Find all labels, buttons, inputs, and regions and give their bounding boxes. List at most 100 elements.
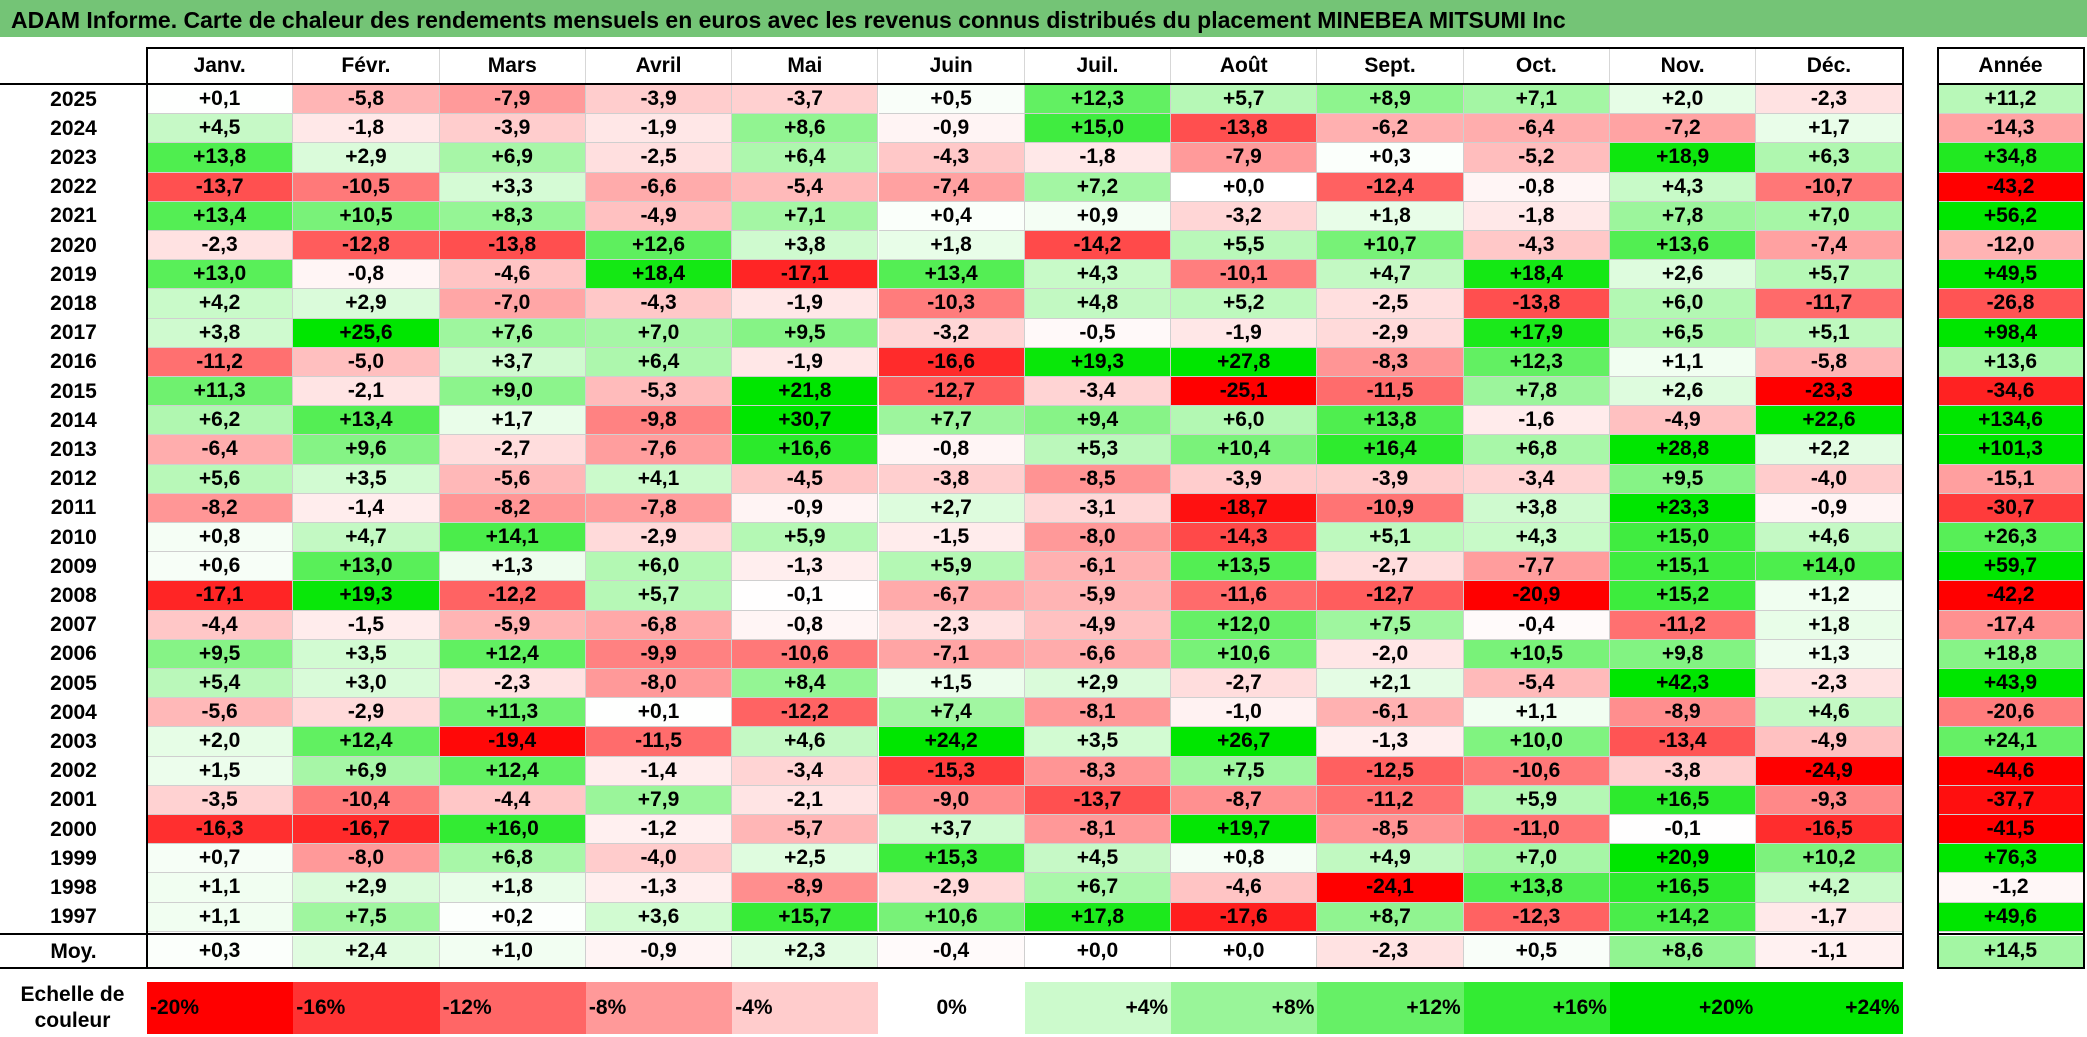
- row-year-label: 2003: [50, 729, 97, 753]
- heatmap-cell: -4,4: [439, 785, 586, 815]
- heatmap-cell: +2,0: [147, 727, 294, 757]
- heatmap-cell: +4,9: [1317, 844, 1464, 874]
- heatmap-cell: +18,4: [585, 260, 733, 290]
- annual-cell: -30,7: [1938, 493, 2084, 523]
- heatmap-cell: +10,6: [1171, 639, 1318, 669]
- heatmap-cell: +21,8: [732, 377, 879, 407]
- heatmap-cell: -8,5: [1024, 464, 1172, 494]
- heatmap-cell: +0,6: [147, 552, 294, 582]
- heatmap-cell: +7,1: [732, 201, 879, 231]
- heatmap-cell: -2,7: [1171, 669, 1318, 699]
- heatmap-cell: +4,3: [1610, 172, 1757, 202]
- heatmap-cell: -2,3: [1756, 669, 1903, 699]
- heatmap-cell: -3,4: [1463, 464, 1610, 494]
- heatmap-cell: +2,5: [732, 844, 879, 874]
- column-header: Oct.: [1463, 48, 1610, 84]
- heatmap-cell: -7,4: [878, 172, 1025, 202]
- heatmap-cell: +10,5: [1463, 639, 1610, 669]
- heatmap-cell: -8,7: [1171, 785, 1318, 815]
- heatmap-cell: +1,5: [147, 756, 294, 786]
- heatmap-cell: +13,0: [293, 552, 440, 582]
- heatmap-cell: -10,9: [1317, 493, 1464, 523]
- annual-cell: +49,5: [1938, 260, 2084, 290]
- heatmap-cell: -16,7: [293, 815, 440, 845]
- row-year-label: 2018: [50, 291, 97, 315]
- heatmap-cell: -14,3: [1171, 523, 1318, 553]
- heatmap-cell: +0,1: [585, 698, 733, 728]
- heatmap-cell: -12,5: [1317, 756, 1464, 786]
- heatmap-cell: -4,3: [878, 143, 1025, 173]
- average-cell: +2,4: [293, 935, 440, 968]
- heatmap-cell: +6,9: [293, 756, 440, 786]
- heatmap-cell: +15,7: [732, 902, 879, 932]
- annual-cell: -20,6: [1938, 698, 2084, 728]
- row-year-label: 2023: [50, 145, 97, 169]
- heatmap-cell: -2,5: [585, 143, 733, 173]
- row-year-label: 2010: [50, 525, 97, 549]
- heatmap-cell: -19,4: [439, 727, 586, 757]
- row-year-label: 1999: [50, 846, 97, 870]
- heatmap-cell: -15,3: [878, 756, 1025, 786]
- heatmap-cell: +0,0: [1171, 172, 1318, 202]
- heatmap-cell: +4,3: [1463, 523, 1610, 553]
- annual-cell: -17,4: [1938, 610, 2084, 640]
- heatmap-cell: -10,5: [293, 172, 440, 202]
- heatmap-cell: -8,0: [293, 844, 440, 874]
- annual-cell: -34,6: [1938, 377, 2084, 407]
- annual-cell: -12,0: [1938, 231, 2084, 261]
- heatmap-cell: +5,7: [585, 581, 733, 611]
- heatmap-cell: -3,2: [878, 318, 1025, 348]
- heatmap-cell: +8,3: [439, 201, 586, 231]
- heatmap-cell: +3,8: [147, 318, 294, 348]
- average-cell: -0,4: [878, 935, 1025, 968]
- heatmap-cell: -8,0: [585, 669, 733, 699]
- heatmap-cell: -7,9: [439, 85, 586, 115]
- heatmap-cell: -9,9: [585, 639, 733, 669]
- heatmap-cell: +0,8: [147, 523, 294, 553]
- heatmap-cell: -3,8: [1610, 756, 1757, 786]
- heatmap-cell: +3,7: [439, 347, 586, 377]
- heatmap-cell: +16,5: [1610, 873, 1757, 903]
- heatmap-cell: +0,8: [1171, 844, 1318, 874]
- heatmap-cell: +1,7: [1756, 114, 1903, 144]
- column-header: Déc.: [1756, 48, 1903, 84]
- heatmap-cell: +16,5: [1610, 785, 1757, 815]
- color-scale-stop: +4%: [1024, 982, 1172, 1034]
- heatmap-cell: +12,4: [439, 639, 586, 669]
- heatmap-cell: +1,3: [1756, 639, 1903, 669]
- heatmap-cell: -5,8: [1756, 347, 1903, 377]
- heatmap-cell: +5,7: [1756, 260, 1903, 290]
- column-header: Janv.: [147, 48, 294, 84]
- heatmap-cell: -5,3: [585, 377, 733, 407]
- heatmap-cell: +14,1: [439, 523, 586, 553]
- heatmap-cell: +6,0: [585, 552, 733, 582]
- heatmap-cell: -13,8: [1463, 289, 1610, 319]
- heatmap-cell: +7,6: [439, 318, 586, 348]
- heatmap-cell: +6,0: [1610, 289, 1757, 319]
- heatmap-cell: -1,8: [293, 114, 440, 144]
- heatmap-cell: -2,5: [1317, 289, 1464, 319]
- heatmap-cell: +28,8: [1610, 435, 1757, 465]
- heatmap-cell: -3,1: [1024, 493, 1172, 523]
- heatmap-cell: -11,6: [1171, 581, 1318, 611]
- heatmap-cell: -1,3: [1317, 727, 1464, 757]
- heatmap-cell: -12,2: [439, 581, 586, 611]
- heatmap-cell: -3,7: [732, 85, 879, 115]
- heatmap-cell: -5,9: [439, 610, 586, 640]
- heatmap-cell: +6,2: [147, 406, 294, 436]
- annual-cell: -1,2: [1938, 873, 2084, 903]
- annual-cell: +43,9: [1938, 669, 2084, 699]
- heatmap-cell: -0,5: [1024, 318, 1172, 348]
- heatmap-cell: -7,0: [439, 289, 586, 319]
- heatmap-cell: -18,7: [1171, 493, 1318, 523]
- heatmap-cell: +9,5: [732, 318, 879, 348]
- heatmap-cell: +6,8: [439, 844, 586, 874]
- heatmap-cell: -12,4: [1317, 172, 1464, 202]
- color-scale-stop: +20%: [1610, 982, 1757, 1034]
- heatmap-cell: +1,5: [878, 669, 1025, 699]
- heatmap-cell: -17,6: [1171, 902, 1318, 932]
- heatmap-cell: +3,0: [293, 669, 440, 699]
- heatmap-cell: -3,9: [585, 85, 733, 115]
- heatmap-cell: -13,7: [1024, 785, 1172, 815]
- heatmap-cell: +3,3: [439, 172, 586, 202]
